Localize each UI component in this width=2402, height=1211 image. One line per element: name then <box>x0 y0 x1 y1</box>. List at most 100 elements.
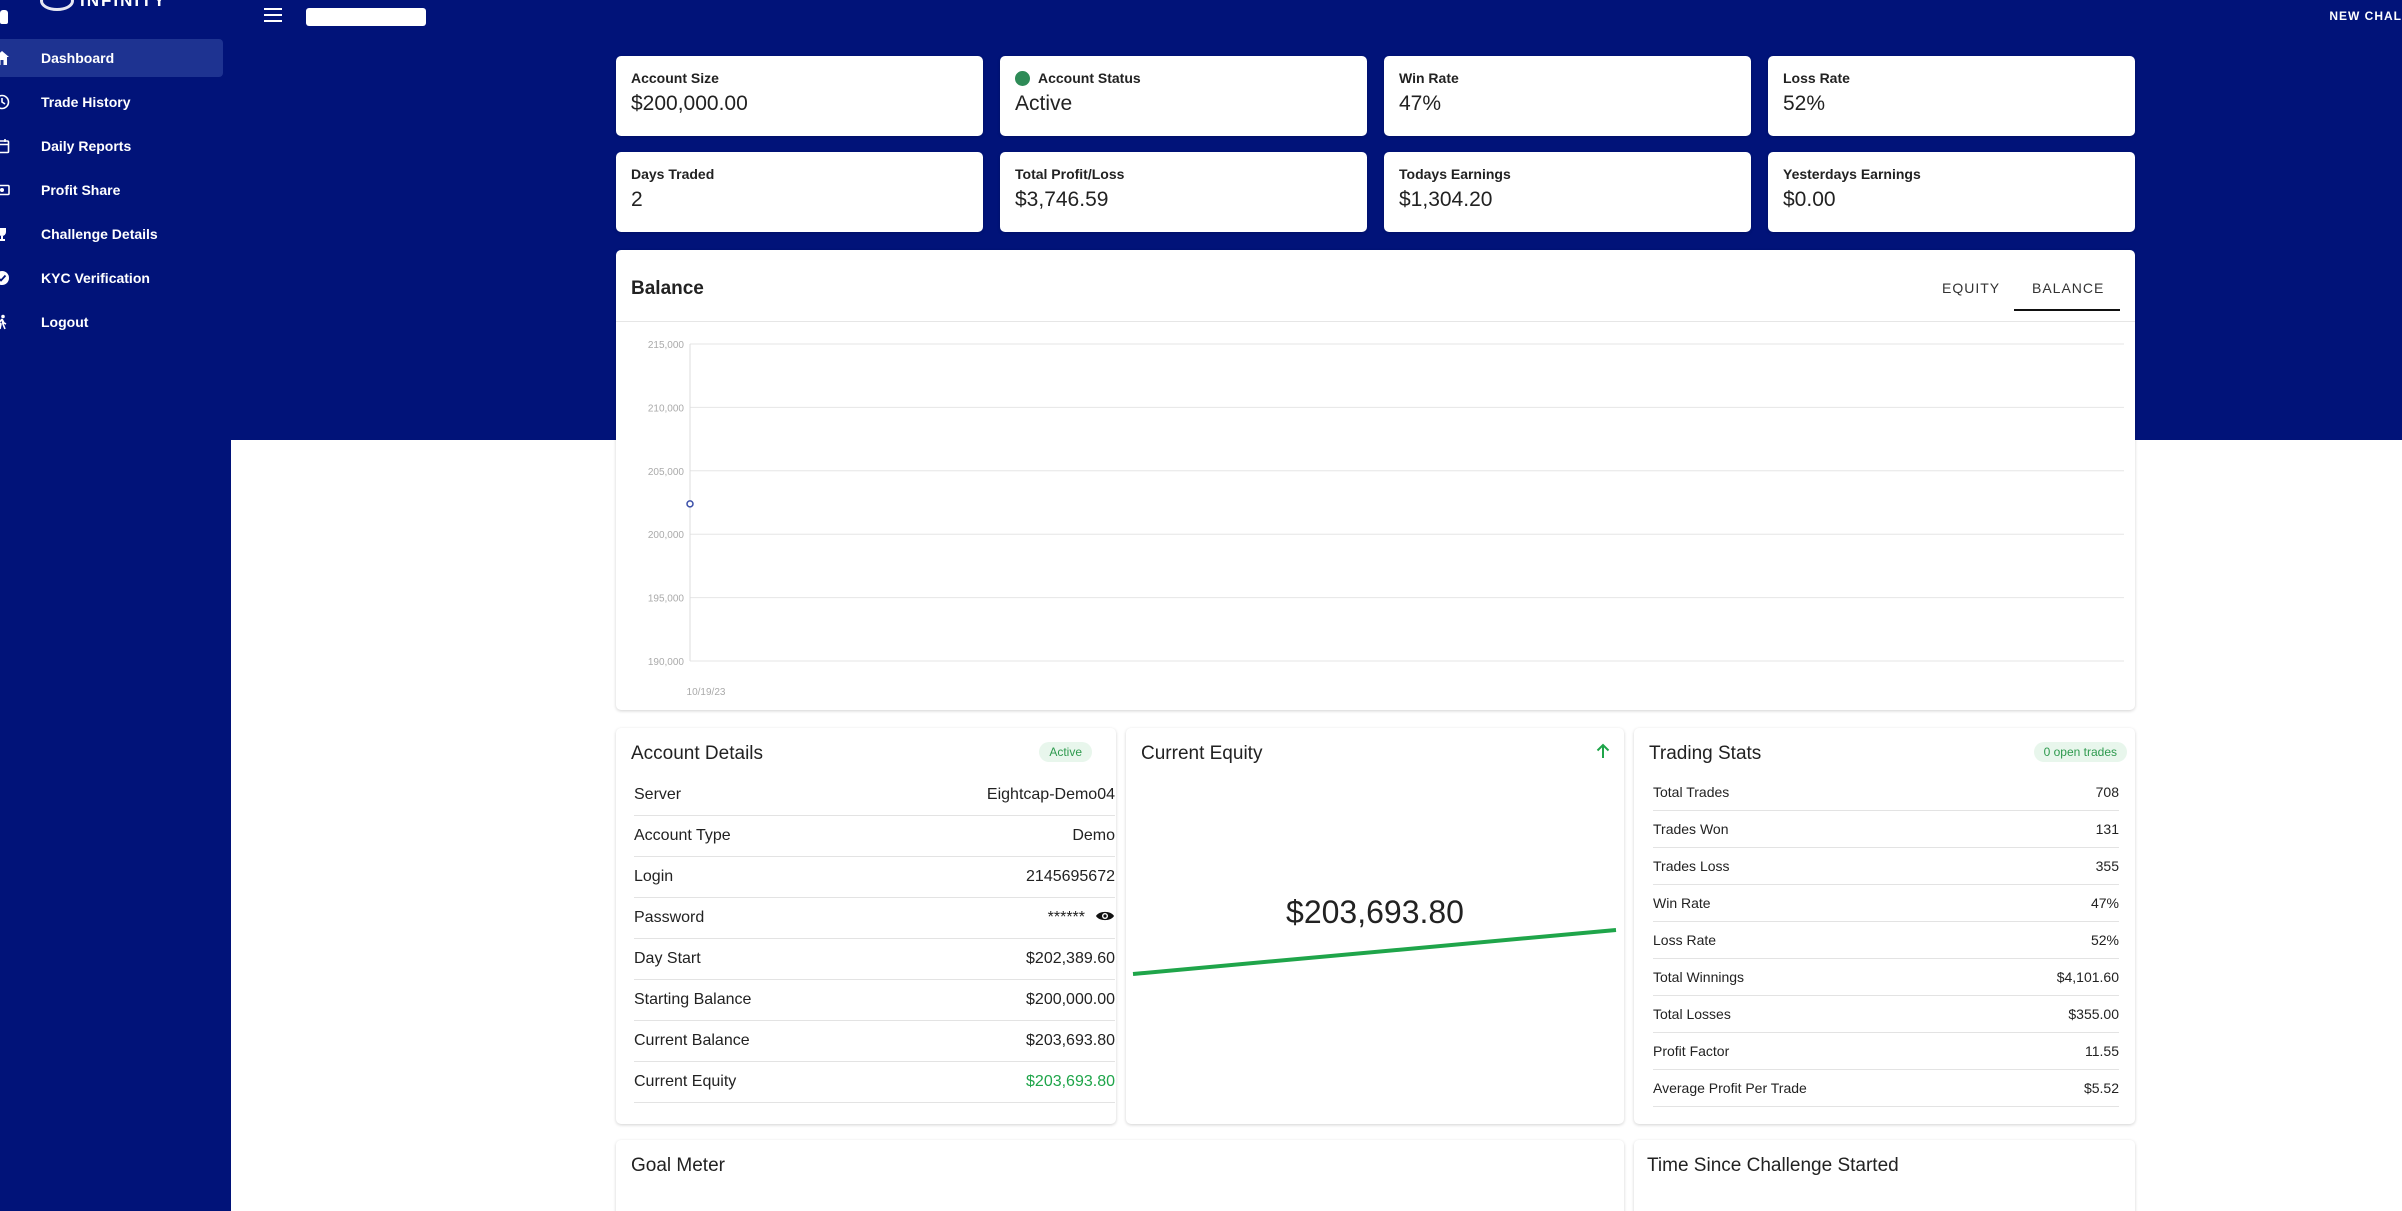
sidebar-item-label: KYC Verification <box>41 270 150 286</box>
hand-cursor-icon <box>0 10 8 24</box>
y-tick-label: 215,000 <box>648 340 685 351</box>
trading-stat-key: Profit Factor <box>1653 1043 1730 1059</box>
account-detail-key: Day Start <box>634 950 701 967</box>
hamburger-menu-icon[interactable] <box>264 8 282 22</box>
account-detail-value-wrap: $202,389.60 <box>1026 950 1115 968</box>
account-detail-key: Current Balance <box>634 1032 750 1049</box>
goal-meter-card: Goal Meter <box>616 1140 1624 1211</box>
trading-stats-title: Trading Stats <box>1649 743 1762 764</box>
equity-sparkline <box>1132 928 1617 976</box>
sidebar-item-logout[interactable]: Logout <box>0 303 223 341</box>
stat-title: Loss Rate <box>1783 70 1850 86</box>
stat-value: 2 <box>631 188 643 211</box>
trophy-icon <box>0 224 14 244</box>
trading-stat-row: Trades Won 131 <box>1653 811 2119 848</box>
stat-card-loss-rate: Loss Rate 52% <box>1768 56 2135 136</box>
trading-stat-row: Trades Loss 355 <box>1653 848 2119 885</box>
tab-balance[interactable]: BALANCE <box>2032 280 2105 296</box>
stat-value: $200,000.00 <box>631 92 748 115</box>
trading-stat-key: Trades Loss <box>1653 858 1730 874</box>
trading-stat-value: 708 <box>2095 784 2119 800</box>
account-detail-row: Password ****** <box>634 898 1115 939</box>
open-trades-badge: 0 open trades <box>2033 742 2127 762</box>
balance-chart-title: Balance <box>631 278 704 299</box>
sidebar-item-label: Challenge Details <box>41 226 158 242</box>
account-detail-value: Demo <box>1072 827 1115 844</box>
account-detail-value-wrap: $203,693.80 <box>1026 1073 1115 1091</box>
y-tick-label: 205,000 <box>648 467 685 478</box>
sidebar-item-label: Dashboard <box>41 50 115 66</box>
sidebar: INFINITY Dashboard Trade History Daily R… <box>0 0 231 1211</box>
history-icon <box>0 92 14 112</box>
trading-stat-value: $4,101.60 <box>2056 969 2119 985</box>
account-status-badge: Active <box>1039 742 1092 762</box>
sidebar-item-kyc-verification[interactable]: KYC Verification <box>0 259 223 297</box>
trading-stat-value: 131 <box>2095 821 2119 837</box>
sidebar-item-dashboard[interactable]: Dashboard <box>0 39 223 77</box>
trading-stat-value: 47% <box>2090 895 2119 911</box>
y-tick-label: 200,000 <box>648 530 685 541</box>
stat-value: Active <box>1015 92 1073 115</box>
status-dot-icon <box>1015 70 1030 86</box>
verified-badge-icon <box>0 268 14 288</box>
sidebar-item-label: Trade History <box>41 94 131 110</box>
walking-person-icon <box>0 312 14 332</box>
account-detail-value: $203,693.80 <box>1026 1032 1115 1049</box>
stat-title: Account Status <box>1038 70 1141 86</box>
x-tick-label: 10/19/23 <box>687 687 726 698</box>
current-equity-card: Current Equity $203,693.80 <box>1126 728 1624 1124</box>
current-equity-value: $203,693.80 <box>1286 894 1464 930</box>
account-detail-value-wrap: 2145695672 <box>1026 868 1115 886</box>
money-icon <box>0 180 14 200</box>
account-detail-row: Account Type Demo <box>634 816 1115 857</box>
stat-value: $0.00 <box>1783 188 1836 211</box>
account-detail-key: Starting Balance <box>634 991 752 1008</box>
stat-title: Yesterdays Earnings <box>1783 166 1921 182</box>
active-tab-indicator <box>2014 309 2120 311</box>
home-icon <box>0 48 14 68</box>
account-detail-value: ****** <box>1047 909 1085 926</box>
stat-value: 47% <box>1399 92 1442 115</box>
sidebar-item-profit-share[interactable]: Profit Share <box>0 171 223 209</box>
y-tick-label: 190,000 <box>648 657 685 668</box>
logo[interactable]: INFINITY <box>40 0 170 12</box>
infinity-logo-icon <box>40 0 74 11</box>
trading-stat-key: Total Winnings <box>1653 969 1745 985</box>
account-detail-value-wrap: Eightcap-Demo04 <box>987 786 1115 804</box>
stat-card-todays-earnings: Todays Earnings $1,304.20 <box>1384 152 1751 232</box>
sidebar-item-trade-history[interactable]: Trade History <box>0 83 223 121</box>
arrow-up-icon <box>1594 742 1612 765</box>
account-detail-row: Current Equity $203,693.80 <box>634 1062 1115 1103</box>
trading-stat-value: $355.00 <box>2068 1006 2119 1022</box>
account-detail-key: Account Type <box>634 827 731 844</box>
dark-mode-moon-icon[interactable] <box>0 1169 14 1187</box>
new-challenge-button[interactable]: NEW CHAL <box>2329 9 2402 23</box>
stat-title: Todays Earnings <box>1399 166 1511 182</box>
trading-stat-row: Profit Factor 11.55 <box>1653 1033 2119 1070</box>
balance-data-point[interactable] <box>686 500 694 508</box>
stat-title: Total Profit/Loss <box>1015 166 1125 182</box>
stat-title: Win Rate <box>1399 70 1459 86</box>
sidebar-nav: Dashboard Trade History Daily Reports Pr… <box>0 39 223 347</box>
goal-meter-title: Goal Meter <box>631 1155 725 1176</box>
trading-stat-value: 355 <box>2095 858 2119 874</box>
trading-stats-list: Total Trades 708 Trades Won 131 Trades Loss 3… <box>1653 774 2119 1107</box>
account-detail-key: Password <box>634 909 705 926</box>
eye-icon[interactable] <box>1095 909 1115 928</box>
sidebar-item-daily-reports[interactable]: Daily Reports <box>0 127 223 165</box>
trading-stat-key: Loss Rate <box>1653 932 1717 948</box>
trading-stat-key: Average Profit Per Trade <box>1653 1080 1807 1096</box>
trading-stat-key: Win Rate <box>1653 895 1711 911</box>
account-detail-value: $202,389.60 <box>1026 950 1115 967</box>
stat-card-days-traded: Days Traded 2 <box>616 152 983 232</box>
sidebar-item-challenge-details[interactable]: Challenge Details <box>0 215 223 253</box>
sidebar-item-label: Logout <box>41 314 89 330</box>
trading-stat-value: 11.55 <box>2085 1043 2119 1059</box>
trading-stat-row: Total Losses $355.00 <box>1653 996 2119 1033</box>
trading-stat-row: Total Trades 708 <box>1653 774 2119 811</box>
stat-card-total-profit-loss: Total Profit/Loss $3,746.59 <box>1000 152 1367 232</box>
tab-equity[interactable]: EQUITY <box>1942 280 2001 296</box>
balance-chart-card: Balance EQUITY BALANCE 215,000 210,000 205… <box>616 250 2135 710</box>
account-detail-row: Server Eightcap-Demo04 <box>634 775 1115 816</box>
account-details-title: Account Details <box>631 743 764 764</box>
